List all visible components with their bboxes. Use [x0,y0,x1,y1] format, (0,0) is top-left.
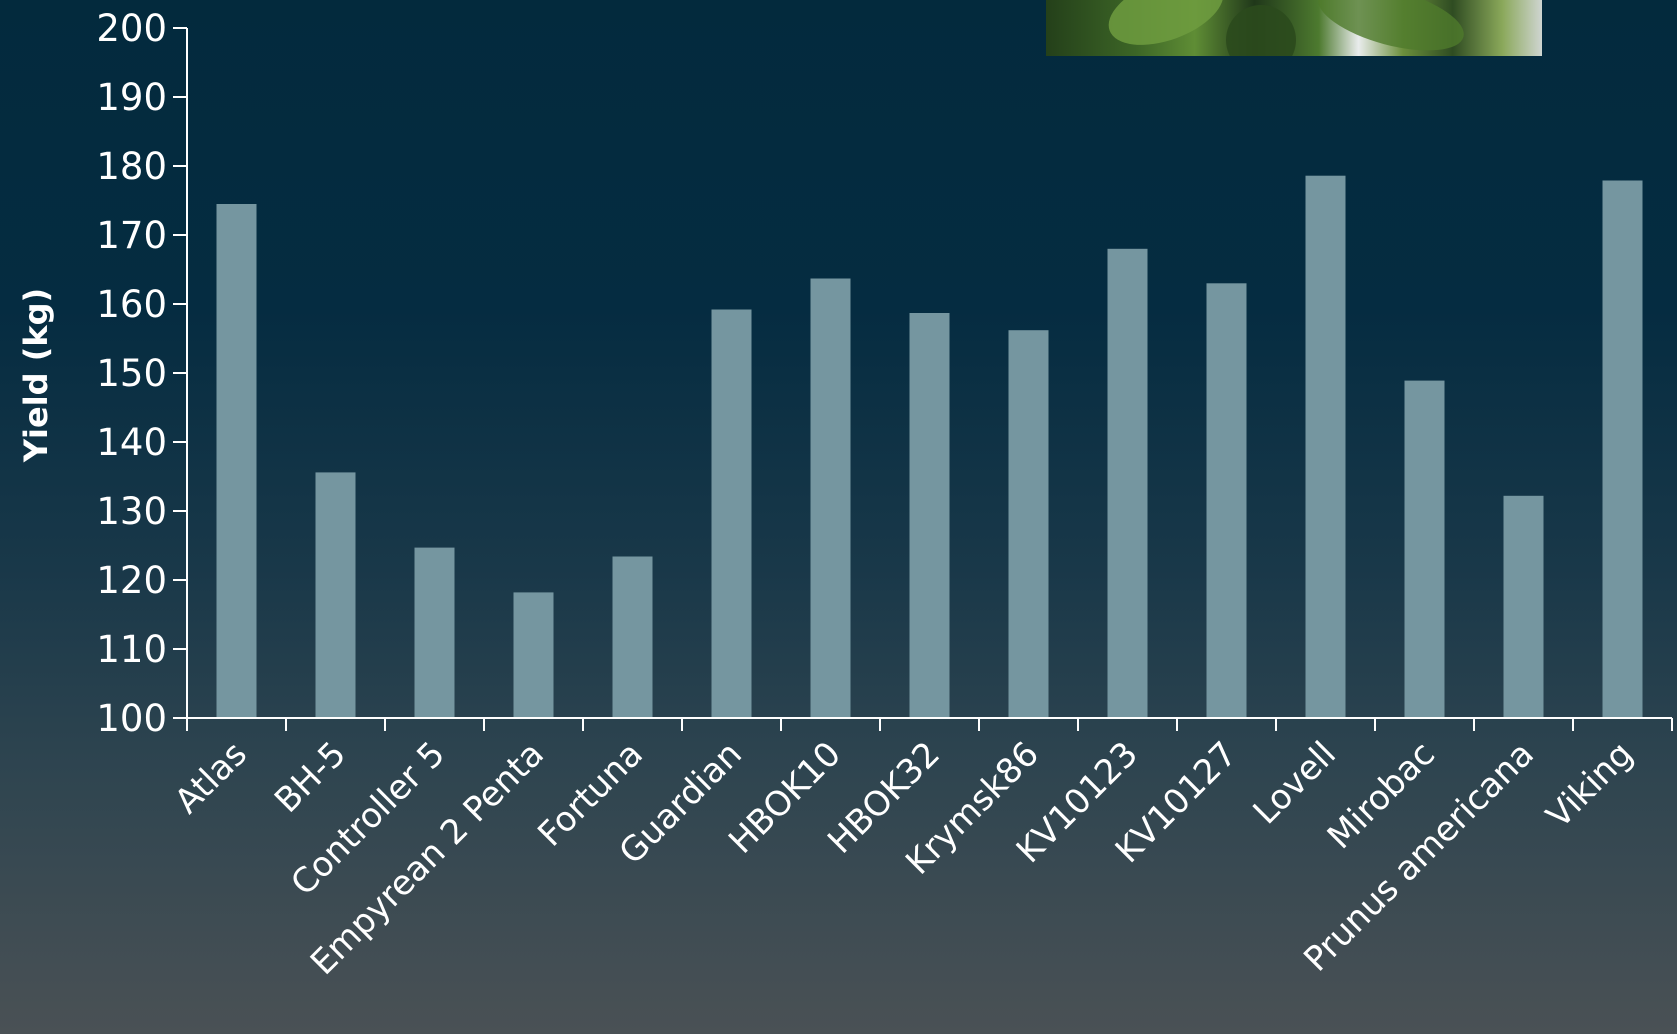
bar-fortuna [612,556,653,718]
bar-kv10123 [1107,248,1148,719]
y-tick-label: 110 [96,628,167,671]
bar-guardian [711,309,752,718]
bar-krymsk86 [1008,330,1049,718]
x-tick-label: BH-5 [267,734,354,821]
y-tick-label: 170 [96,214,167,257]
bar-viking [1602,180,1643,718]
y-tick-label: 130 [96,490,167,533]
y-tick-label: 120 [96,559,167,602]
y-tick-label: 190 [96,76,167,119]
bar-controller-5 [414,547,455,718]
y-tick-label: 100 [96,697,167,740]
y-axis: 100 110 120 130 140 150 160 170 180 190 200 [96,7,188,740]
bar-empyrean-2-penta [513,592,554,718]
x-tick-label: Lovell [1246,734,1344,832]
y-tick-label: 180 [96,145,167,188]
bar-mirobac [1404,380,1445,718]
bar-kv10127 [1206,283,1247,718]
y-tick-label: 140 [96,421,167,464]
peach-tree-photo [1046,0,1542,56]
leaf-shape [1226,5,1296,56]
bar-hbok32 [909,313,950,718]
x-tick-label: Viking [1539,734,1641,836]
bar-prunus-americana [1503,495,1544,718]
y-tick-label: 160 [96,283,167,326]
bar-lovell [1305,175,1346,718]
y-axis-label: Yield (kg) [17,288,55,463]
y-tick-label: 200 [96,7,167,50]
bar-bh-5 [315,472,356,718]
bar-atlas [216,204,257,718]
x-tick-label: Atlas [167,734,255,822]
y-tick-label: 150 [96,352,167,395]
bar-hbok10 [810,278,851,718]
bars-group [216,175,1643,719]
